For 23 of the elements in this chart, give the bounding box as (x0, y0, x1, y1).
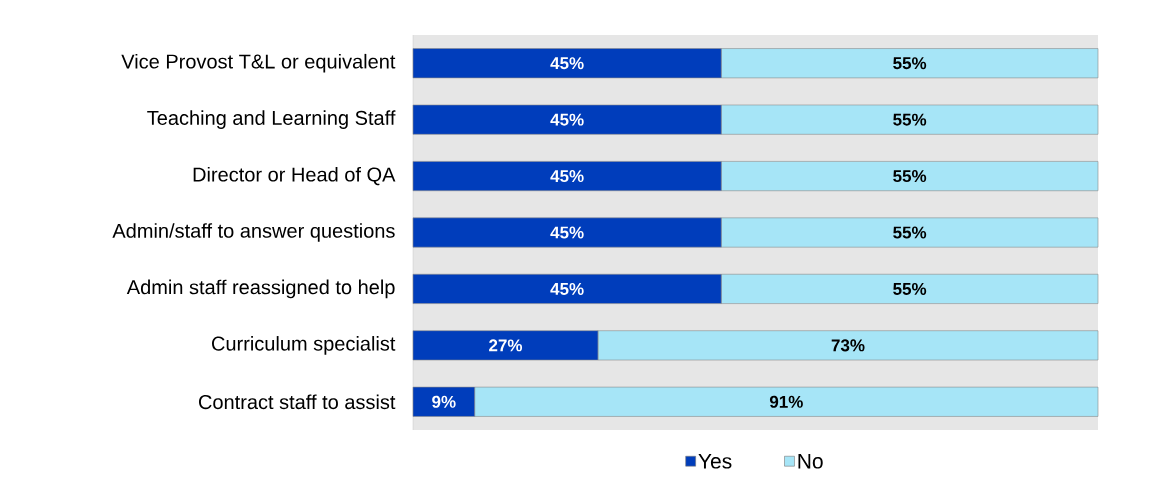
data-label: 45% (550, 170, 584, 183)
data-label: 55% (893, 113, 927, 126)
y-tick-label: Vice Provost T&L or equivalent (121, 53, 396, 73)
y-tick-label: Director or Head of QA (193, 166, 396, 186)
data-label: 27% (489, 339, 523, 352)
y-tick-label: Teaching and Learning Staff (147, 110, 396, 129)
data-label: 9% (432, 395, 456, 408)
data-label: 45% (550, 226, 584, 239)
data-label: 45% (550, 282, 584, 295)
data-label: 55% (893, 57, 927, 70)
data-label: 91% (769, 395, 803, 408)
y-tick-label: Curriculum specialist (212, 336, 396, 355)
y-tick-label: Contract staff to assist (199, 394, 396, 410)
data-label: 55% (893, 226, 927, 239)
y-tick-label: Admin/staff to answer questions (112, 223, 395, 242)
legend-label: Yes (698, 453, 732, 469)
legend-label: No (798, 453, 823, 469)
data-label: 73% (831, 339, 865, 352)
data-label: 45% (550, 57, 584, 70)
data-label: 45% (550, 113, 584, 126)
y-tick-label: Admin staff reassigned to help (126, 279, 395, 299)
data-label: 55% (893, 282, 927, 295)
data-label: 55% (893, 170, 927, 183)
